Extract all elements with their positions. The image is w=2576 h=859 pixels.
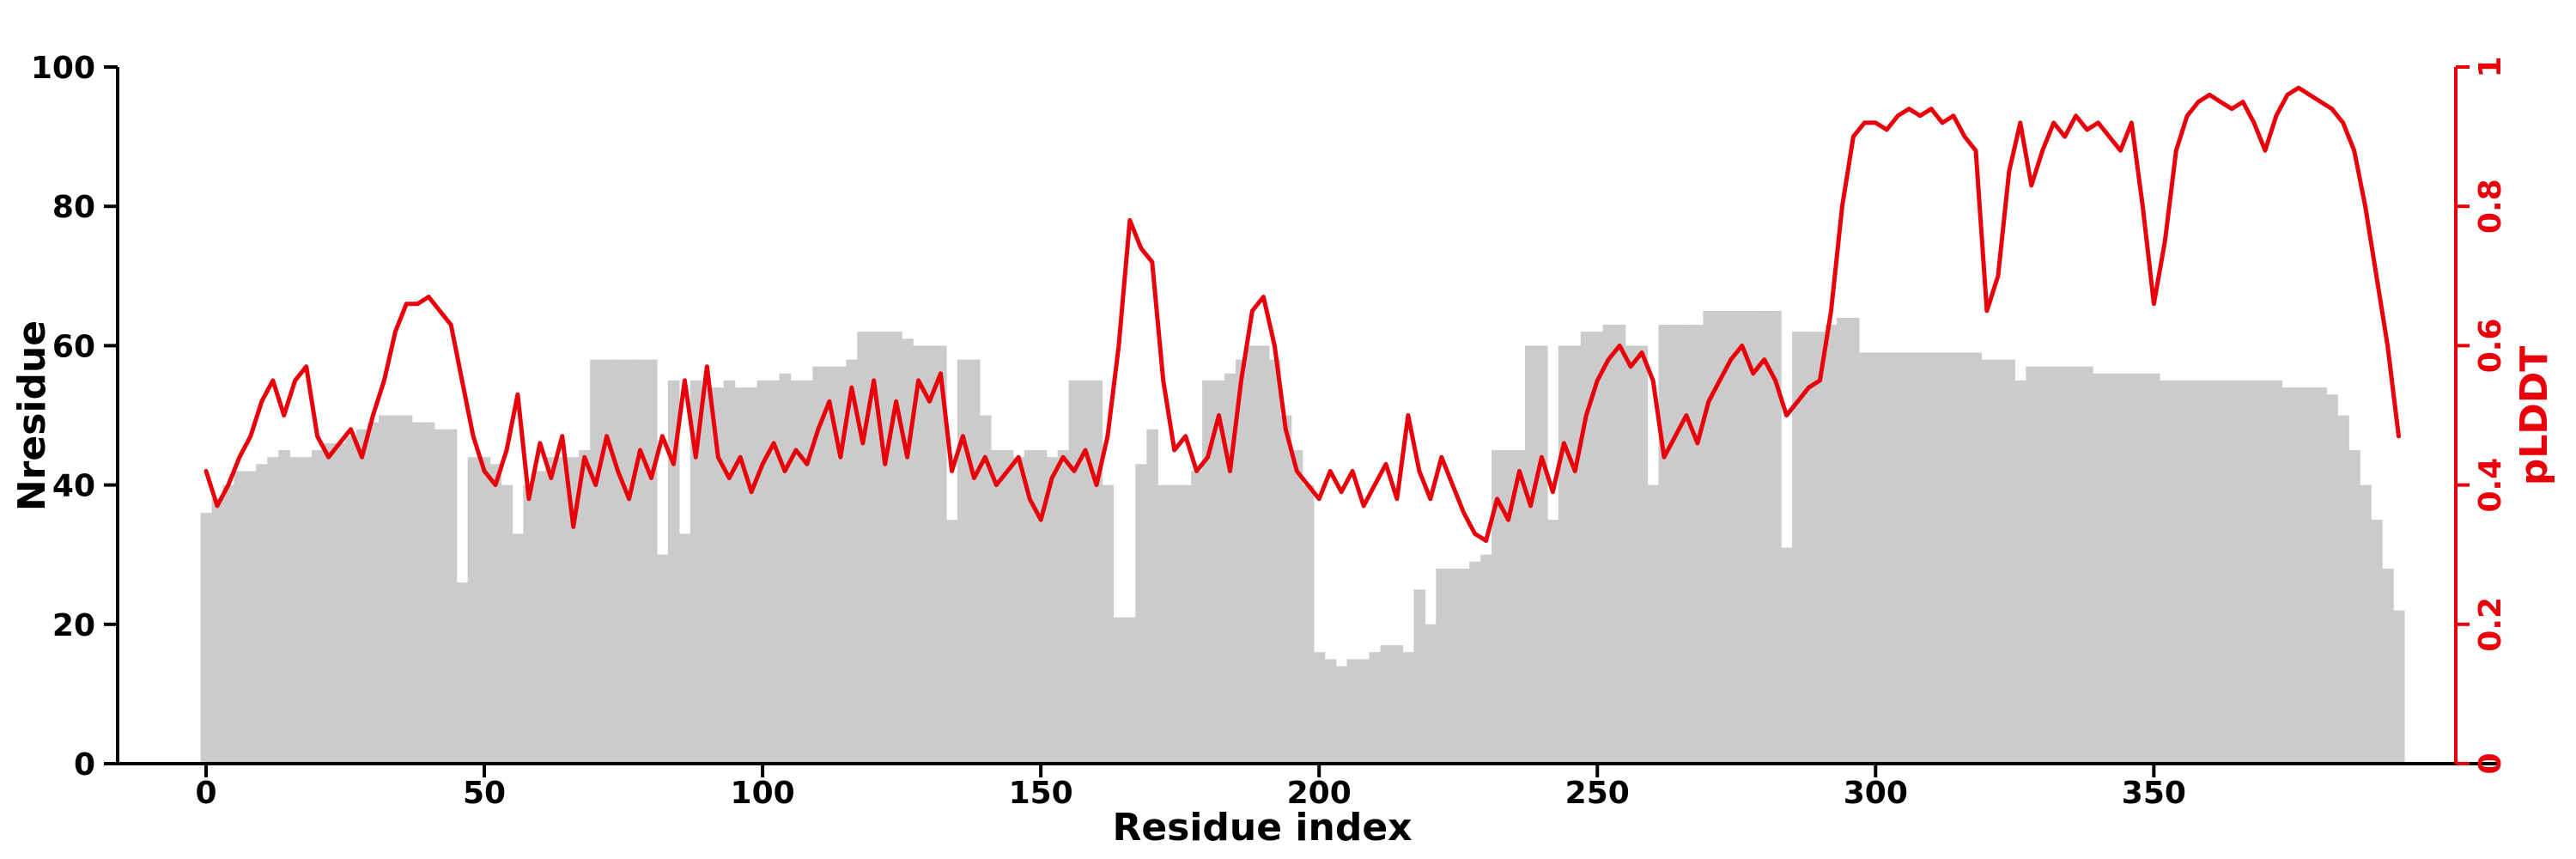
svg-text:200: 200 [1287, 776, 1352, 811]
svg-text:0.8: 0.8 [2473, 179, 2508, 234]
svg-text:100: 100 [731, 776, 795, 811]
svg-text:20: 20 [52, 608, 95, 643]
svg-text:250: 250 [1565, 776, 1630, 811]
svg-text:0: 0 [195, 776, 216, 811]
y-axis-left-title: Nresidue [10, 320, 54, 512]
x-axis-title: Residue index [1112, 806, 1413, 850]
svg-text:0: 0 [2473, 752, 2508, 774]
svg-text:0.4: 0.4 [2473, 458, 2508, 513]
svg-text:80: 80 [52, 190, 95, 225]
svg-text:350: 350 [2122, 776, 2186, 811]
svg-text:0: 0 [74, 747, 95, 783]
svg-text:0.2: 0.2 [2473, 597, 2508, 652]
svg-text:40: 40 [52, 469, 95, 504]
svg-text:1: 1 [2473, 56, 2508, 77]
svg-text:150: 150 [1009, 776, 1073, 811]
svg-text:0.6: 0.6 [2473, 319, 2508, 374]
svg-text:300: 300 [1844, 776, 1908, 811]
y-axis-right-title: pLDDT [2512, 345, 2556, 486]
svg-text:60: 60 [52, 329, 95, 364]
svg-text:100: 100 [31, 51, 95, 86]
svg-text:50: 50 [463, 776, 506, 811]
